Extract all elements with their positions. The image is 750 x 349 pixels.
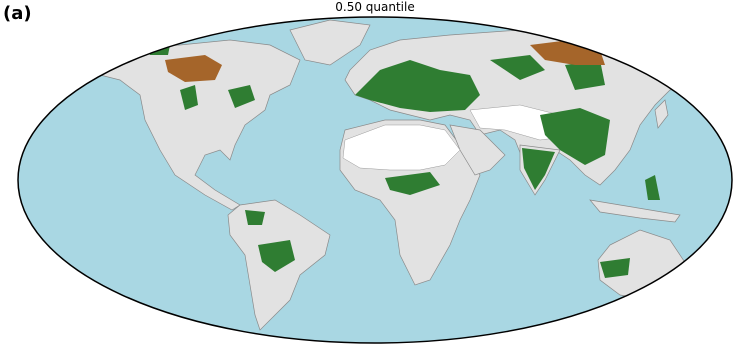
sahara <box>342 124 461 171</box>
indonesia <box>589 199 681 223</box>
north-america <box>94 39 301 211</box>
new-zealand <box>701 294 721 319</box>
globe-border <box>17 16 733 344</box>
japan <box>654 99 669 129</box>
map-title: 0.50 quantile <box>335 0 414 14</box>
land-layer <box>94 19 721 331</box>
green-regions <box>145 45 660 278</box>
greenland <box>289 19 371 66</box>
panel-label: (a) <box>3 3 32 24</box>
